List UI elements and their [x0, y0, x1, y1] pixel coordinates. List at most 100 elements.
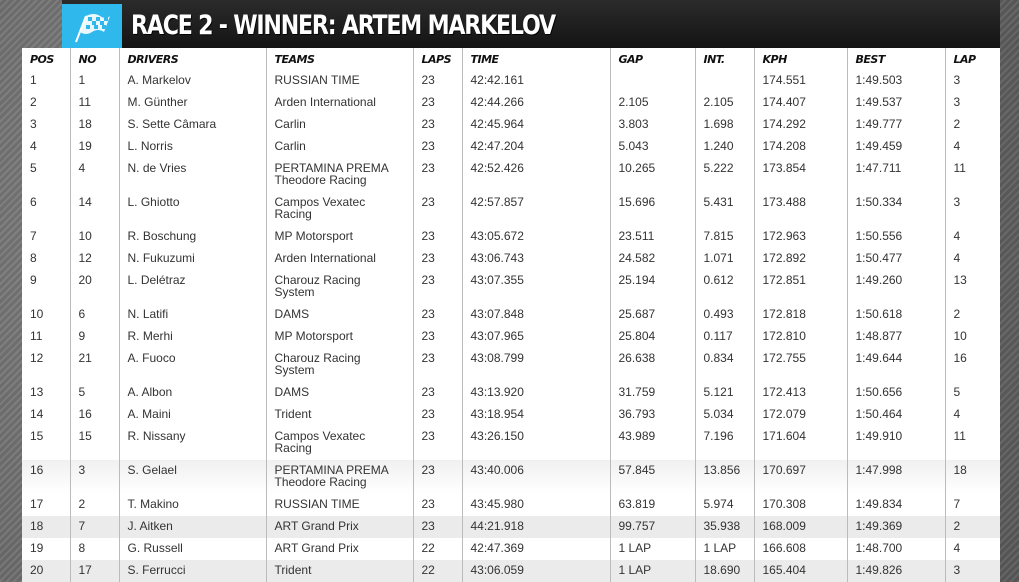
cell-lap: 2: [944, 516, 1000, 538]
column-header-driver: DRIVERS: [118, 48, 266, 70]
cell-kph: 170.308: [753, 494, 847, 516]
cell-kph: 172.810: [753, 326, 847, 348]
cell-best: 1:49.777: [846, 114, 945, 136]
cell-laps: 23: [412, 92, 462, 114]
team-line: Charouz Racing: [274, 351, 361, 365]
cell-best: 1:50.656: [846, 382, 945, 404]
team-line: RUSSIAN TIME: [274, 73, 360, 87]
cell-int: 35.938: [694, 516, 754, 538]
cell-best: 1:49.644: [846, 348, 945, 382]
column-header-laps: LAPS: [412, 48, 462, 70]
results-table: POS NO DRIVERS TEAMS LAPS TIME GAP INT. KPH BEST L…: [22, 48, 1000, 582]
cell-laps: 23: [412, 70, 462, 92]
cell-team: DAMS: [265, 304, 413, 326]
cell-pos: 7: [30, 229, 37, 243]
cell-kph: 168.009: [753, 516, 847, 538]
cell-kph: 172.851: [753, 270, 847, 304]
cell-driver: R. Nissany: [118, 426, 266, 460]
cell-pos: 8: [30, 251, 37, 265]
cell-team: Carlin: [265, 114, 413, 136]
cell-driver: A. Albon: [118, 382, 266, 404]
column-header-best: BEST: [846, 48, 945, 70]
cell-lap: 4: [944, 136, 1000, 158]
table-row: 4 19 L. Norris Carlin 23 42:47.204 5.043 1.240 1…: [22, 136, 1000, 158]
table-header: POS NO DRIVERS TEAMS LAPS TIME GAP INT. KPH BEST L…: [22, 48, 1000, 70]
cell-int: 18.690: [694, 560, 754, 582]
table-row: 20 17 S. Ferrucci Trident 22 43:06.059 1 LAP 18…: [22, 560, 1000, 582]
team-line: Arden International: [274, 251, 376, 265]
cell-pos: 11: [30, 329, 43, 343]
cell-pos: 14: [30, 407, 44, 421]
cell-int: 1.698: [694, 114, 754, 136]
cell-gap: 15.696: [609, 192, 695, 226]
cell-laps: 23: [412, 516, 462, 538]
cell-gap: 25.194: [609, 270, 695, 304]
team-line: Campos Vexatec: [274, 195, 366, 209]
cell-team: ART Grand Prix: [265, 516, 413, 538]
team-line: Racing: [274, 207, 312, 221]
team-line: Trident: [274, 407, 312, 421]
team-line: Racing: [274, 441, 312, 455]
cell-driver: R. Merhi: [118, 326, 266, 348]
cell-lap: 11: [944, 426, 1000, 460]
cell-driver: A. Markelov: [118, 70, 266, 92]
cell-pos: 3: [30, 117, 37, 131]
cell-laps: 23: [412, 136, 462, 158]
cell-lap: 2: [944, 114, 1000, 136]
table-row: 15 15 R. Nissany Campos Vexatec Racing 23 43:2…: [22, 426, 1000, 460]
team-line: DAMS: [274, 307, 310, 321]
cell-gap: 25.804: [609, 326, 695, 348]
cell-no: 8: [69, 538, 119, 560]
cell-kph: 170.697: [753, 460, 847, 494]
cell-best: 1:50.556: [846, 226, 945, 248]
cell-laps: 23: [412, 248, 462, 270]
cell-int: 5.121: [694, 382, 754, 404]
cell-laps: 23: [412, 226, 462, 248]
cell-gap: 2.105: [609, 92, 695, 114]
cell-pos: 17: [30, 497, 44, 511]
cell-time: 42:45.964: [461, 114, 610, 136]
cell-time: 43:06.059: [461, 560, 610, 582]
column-header-lap: LAP: [944, 48, 1000, 70]
cell-int: 0.612: [694, 270, 754, 304]
cell-pos: 10: [30, 307, 44, 321]
cell-gap: 99.757: [609, 516, 695, 538]
cell-time: 43:18.954: [461, 404, 610, 426]
table-row: 3 18 S. Sette Câmara Carlin 23 42:45.964 3.803…: [22, 114, 1000, 136]
cell-time: 43:06.743: [461, 248, 610, 270]
cell-lap: 4: [944, 248, 1000, 270]
cell-int: 1.240: [694, 136, 754, 158]
team-line: Campos Vexatec: [274, 429, 366, 443]
column-header-team: TEAMS: [265, 48, 413, 70]
cell-best: 1:49.834: [846, 494, 945, 516]
table-row: 17 2 T. Makino RUSSIAN TIME 23 43:45.980 63.81…: [22, 494, 1000, 516]
cell-lap: 3: [944, 70, 1000, 92]
cell-time: 43:26.150: [461, 426, 610, 460]
checkered-flag-icon: [62, 4, 122, 50]
cell-kph: 174.292: [753, 114, 847, 136]
cell-int: 5.034: [694, 404, 754, 426]
column-header-time: TIME: [461, 48, 610, 70]
cell-no: 14: [69, 192, 119, 226]
results-title-bar: [62, 0, 1000, 48]
cell-time: 44:21.918: [461, 516, 610, 538]
cell-team: PERTAMINA PREMA Theodore Racing: [265, 460, 413, 494]
page-title: RACE 2 - WINNER: ARTEM MARKELOV: [131, 10, 556, 41]
cell-driver: T. Makino: [118, 494, 266, 516]
cell-no: 18: [69, 114, 119, 136]
cell-kph: 165.404: [753, 560, 847, 582]
table-row: 10 6 N. Latifi DAMS 23 43:07.848 25.687 0.493 17…: [22, 304, 1000, 326]
team-line: Carlin: [274, 139, 306, 153]
cell-time: 42:52.426: [461, 158, 610, 192]
cell-team: RUSSIAN TIME: [265, 494, 413, 516]
team-line: System: [274, 363, 315, 377]
cell-no: 4: [69, 158, 119, 192]
cell-driver: M. Günther: [118, 92, 266, 114]
column-header-no: NO: [69, 48, 119, 70]
team-line: Arden International: [274, 95, 376, 109]
cell-lap: 3: [944, 92, 1000, 114]
cell-best: 1:47.711: [846, 158, 945, 192]
cell-laps: 22: [412, 560, 462, 582]
cell-lap: 5: [944, 382, 1000, 404]
cell-lap: 4: [944, 538, 1000, 560]
